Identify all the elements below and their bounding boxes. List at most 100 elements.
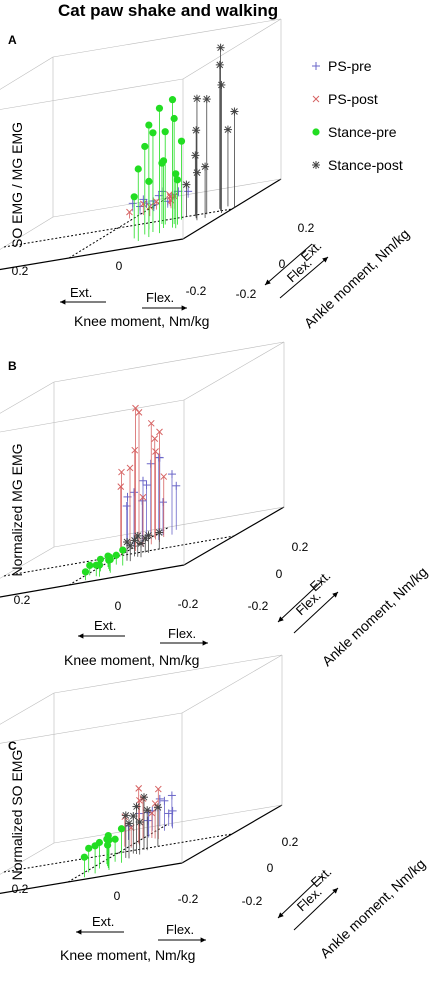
ankle-axis-title: Ankle moment, Nm/kg xyxy=(319,564,431,670)
point-marker xyxy=(166,191,173,198)
axes-box xyxy=(0,341,285,598)
point-marker xyxy=(130,536,139,545)
knee-tick-label: 0.2 xyxy=(14,593,31,607)
point-marker xyxy=(139,476,147,485)
panel-label: A xyxy=(8,33,17,47)
point-marker xyxy=(125,819,133,828)
point-marker xyxy=(139,200,147,208)
point-marker xyxy=(172,170,180,178)
ankle-ext-arrow xyxy=(293,887,339,931)
zero-lines xyxy=(3,197,233,259)
point-marker xyxy=(173,176,181,184)
legend-marker-stance-post xyxy=(312,161,320,169)
point-marker xyxy=(167,791,176,800)
knee-tick-label: -0.2 xyxy=(178,597,199,611)
point-marker xyxy=(142,481,151,490)
point-marker xyxy=(144,816,152,825)
point-marker xyxy=(130,488,138,497)
point-marker xyxy=(122,502,131,510)
point-marker xyxy=(129,812,138,821)
point-marker xyxy=(81,568,90,576)
point-marker xyxy=(130,193,138,201)
knee-flex-arrow xyxy=(160,640,208,646)
point-marker xyxy=(140,793,148,802)
point-marker xyxy=(147,419,155,427)
knee-tick-label: 0.2 xyxy=(12,882,29,896)
knee-ext-arrow xyxy=(76,929,124,935)
point-marker xyxy=(155,528,164,537)
point-marker xyxy=(155,104,164,112)
knee-ext-label: Ext. xyxy=(92,914,114,929)
point-marker xyxy=(160,473,168,480)
knee-flex-label: Flex. xyxy=(146,290,174,305)
series-stance-post xyxy=(123,528,164,562)
point-marker xyxy=(160,796,169,805)
knee-flex-arrow xyxy=(158,937,206,943)
ankle-tick-label: -0.2 xyxy=(248,599,269,613)
point-marker xyxy=(128,199,137,208)
series-ps-post xyxy=(117,404,168,555)
point-marker xyxy=(123,538,131,546)
legend-marker-ps-pre xyxy=(312,62,320,70)
point-marker xyxy=(152,198,160,205)
point-marker xyxy=(216,43,225,52)
point-marker xyxy=(135,409,143,416)
knee-flex-arrow xyxy=(142,305,187,311)
point-marker xyxy=(148,809,156,817)
panel-label: C xyxy=(8,739,17,753)
point-marker xyxy=(133,531,142,540)
point-marker xyxy=(170,114,178,123)
axes-box xyxy=(0,18,282,271)
data-points xyxy=(126,43,239,241)
point-marker xyxy=(217,80,226,89)
point-marker xyxy=(184,187,193,196)
point-marker xyxy=(121,811,130,820)
point-marker xyxy=(96,555,105,563)
point-marker xyxy=(141,142,149,151)
point-marker xyxy=(117,483,125,491)
point-marker xyxy=(139,493,147,501)
point-marker xyxy=(86,561,94,570)
point-marker xyxy=(143,806,152,815)
point-marker xyxy=(152,448,159,455)
point-marker xyxy=(151,800,159,807)
knee-tick-label: 0 xyxy=(114,889,121,903)
point-marker xyxy=(192,126,201,135)
point-marker xyxy=(154,191,163,200)
point-marker xyxy=(146,459,155,468)
ankle-tick-label: 0.2 xyxy=(292,540,309,554)
knee-ext-arrow xyxy=(60,299,106,305)
series-stance-post xyxy=(121,793,162,859)
point-marker xyxy=(131,446,139,454)
point-marker xyxy=(191,151,200,160)
series-stance-pre xyxy=(80,825,126,878)
point-marker xyxy=(151,435,159,442)
ankle-flex-label: Flex. xyxy=(293,588,324,618)
ankle-flex-arrow xyxy=(264,243,313,286)
legend-marker-ps-post xyxy=(312,95,320,103)
point-marker xyxy=(135,818,144,827)
point-marker xyxy=(154,785,162,793)
ankle-ext-arrow xyxy=(293,591,339,634)
point-marker xyxy=(156,428,163,436)
panel-c: C3020100Normalized SO EMG0.20-0.20.20-0.… xyxy=(0,654,428,963)
point-marker xyxy=(153,803,162,812)
knee-flex-label: Flex. xyxy=(168,626,196,641)
point-marker xyxy=(111,835,119,843)
legend: PS-pre PS-post Stance-pre Stance-post xyxy=(312,58,403,173)
point-marker xyxy=(177,137,186,145)
series-stance-pre xyxy=(130,96,186,241)
ankle-tick-label: -0.2 xyxy=(236,287,257,301)
knee-axis-title: Knee moment, Nm/kg xyxy=(74,313,209,329)
ankle-axis-title: Ankle moment, Nm/kg xyxy=(301,226,413,332)
point-marker xyxy=(141,534,150,543)
point-marker xyxy=(117,825,126,833)
series-stance-pre xyxy=(81,546,127,581)
point-marker xyxy=(132,802,141,811)
point-marker xyxy=(105,836,113,844)
point-marker xyxy=(202,95,211,104)
point-marker xyxy=(126,464,134,472)
knee-tick-label: 0 xyxy=(116,259,123,273)
point-marker xyxy=(137,539,145,548)
